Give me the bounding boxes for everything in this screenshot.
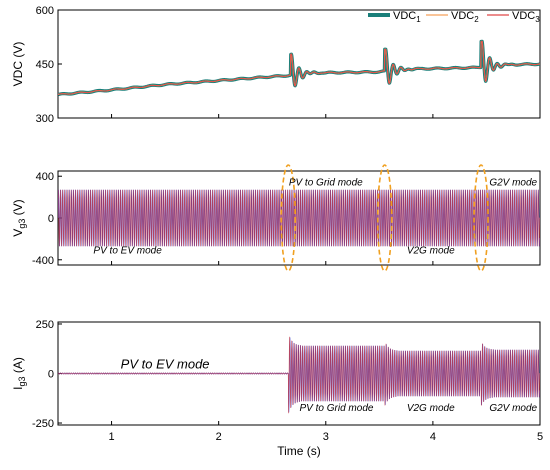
- series-line-ig3-red: [58, 336, 540, 414]
- y-tick-label-2: -250: [32, 418, 54, 430]
- annotation-ig3-3: G2V mode: [489, 403, 537, 414]
- annotation-ig3-1: PV to Grid mode: [300, 403, 374, 414]
- legend-entry-name: VDC: [451, 10, 474, 22]
- y-tick-label-0: 300: [36, 113, 54, 125]
- legend-entry-vdc1: VDC1: [393, 10, 421, 24]
- x-tick-label-2: 1: [108, 431, 114, 443]
- legend-entry-vdc2: VDC2: [451, 10, 479, 24]
- y-tick-label-2: 250: [36, 319, 54, 331]
- series-line-vg3-red: [58, 189, 540, 247]
- x-axis-label: Time (s): [277, 444, 321, 458]
- y-axis-label-main: I: [11, 387, 25, 390]
- legend-entry-name: VDC: [393, 10, 416, 22]
- y-axis-label-main: V: [11, 229, 25, 237]
- annotation-vg3-2: V2G mode: [407, 245, 455, 256]
- y-tick-label-0: 450: [36, 59, 54, 71]
- y-tick-label-1: 0: [48, 213, 54, 225]
- y-axis-label-0: VDC (V): [11, 42, 25, 87]
- plot-frame-0: [57, 9, 541, 119]
- y-axis-label-unit: (A): [11, 357, 25, 376]
- transition-marker-ellipse: [473, 164, 489, 272]
- y-tick-label-1: 400: [36, 171, 54, 183]
- legend-entry-sub: 2: [474, 15, 479, 24]
- annotation-vg3-3: G2V mode: [489, 177, 537, 188]
- y-tick-label-2: 0: [48, 369, 54, 381]
- legend-entry-sub: 1: [416, 15, 421, 24]
- annotation-ig3-2: V2G mode: [407, 403, 455, 414]
- annotation-vg3-0: PV to EV mode: [93, 245, 162, 256]
- y-tick-label-1: -400: [32, 255, 54, 267]
- series-line-vdc3: [58, 40, 540, 95]
- y-tick-label-0: 600: [36, 5, 54, 17]
- transition-marker-ellipse: [280, 164, 297, 272]
- annotation-vg3-1: PV to Grid mode: [289, 177, 363, 188]
- legend-entry-name: VDC: [512, 10, 535, 22]
- legend-entry-vdc3: VDC3: [512, 10, 540, 24]
- x-tick-label-2: 3: [323, 431, 329, 443]
- x-tick-label-2: 4: [430, 431, 436, 443]
- legend-entry-sub: 3: [535, 15, 540, 24]
- y-axis-label-unit: (V): [11, 199, 25, 218]
- y-axis-label-2: Ig3 (A): [11, 357, 27, 390]
- y-axis-label-sub: g3: [17, 376, 27, 386]
- x-tick-label-2: 5: [537, 431, 543, 443]
- x-tick-label-2: 2: [216, 431, 222, 443]
- transition-marker-ellipse: [376, 164, 393, 272]
- y-axis-label-1: Vg3 (V): [11, 199, 27, 236]
- y-axis-label-sub: g3: [17, 219, 27, 229]
- annotation-ig3-0: PV to EV mode: [121, 357, 210, 372]
